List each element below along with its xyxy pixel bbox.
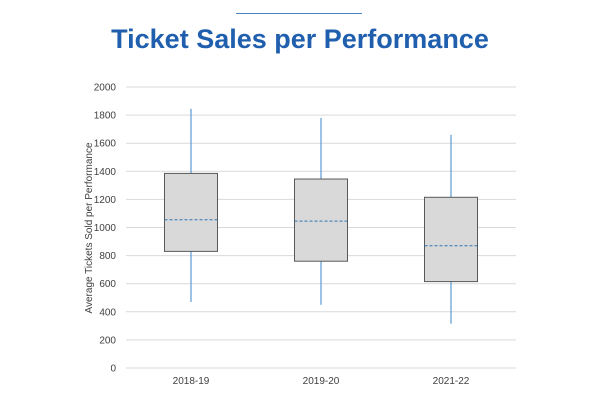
x-axis-ticks: 2018-19 2019-20 2021-22	[173, 376, 470, 387]
y-tick-label-0: 0	[110, 364, 116, 375]
top-decorative-rule	[236, 13, 362, 14]
y-tick-label-1400: 1400	[94, 167, 117, 178]
box-rect-2021-22	[424, 196, 478, 283]
chart-title: Ticket Sales per Performance	[111, 24, 489, 54]
x-tick-label-2018-19: 2018-19	[173, 376, 210, 387]
box-rect-2019-20	[294, 178, 348, 262]
y-tick-label-400: 400	[99, 307, 116, 318]
y-axis-label: Average Tickets Sold per Performance	[84, 142, 95, 313]
y-tick-label-1600: 1600	[94, 139, 117, 150]
y-tick-label-800: 800	[99, 251, 116, 262]
x-tick-label-2021-22: 2021-22	[433, 376, 470, 387]
box-rect-2018-19	[164, 172, 218, 252]
x-tick-label-2019-20: 2019-20	[303, 376, 340, 387]
y-tick-label-600: 600	[99, 279, 116, 290]
box-2018-19	[164, 108, 218, 302]
box-2021-22	[424, 134, 478, 324]
y-axis-ticks: 0 200 400 600 800 1000 1200 1400 1600 1800 2000	[94, 83, 117, 375]
y-tick-label-1200: 1200	[94, 195, 117, 206]
box-2019-20	[294, 117, 348, 305]
y-tick-label-2000: 2000	[94, 83, 117, 94]
y-tick-label-200: 200	[99, 335, 116, 346]
y-tick-label-1800: 1800	[94, 111, 117, 122]
y-tick-label-1000: 1000	[94, 223, 117, 234]
box-series	[164, 108, 478, 324]
